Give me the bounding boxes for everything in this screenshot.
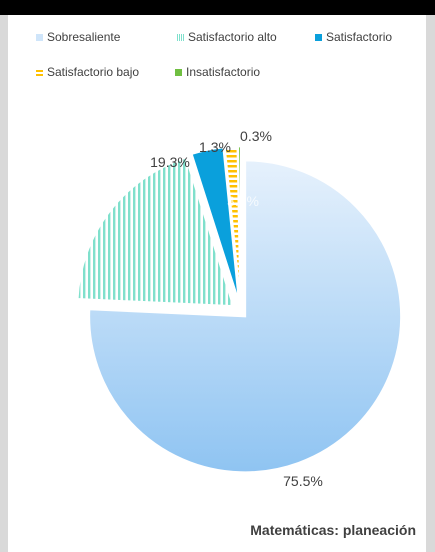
legend-item-sobresaliente: Sobresaliente	[36, 30, 120, 44]
pie-slice-satisfactorio	[190, 146, 241, 303]
data-label-sobresaliente: 75.5%	[283, 473, 323, 489]
data-label-extra: 3.7%	[227, 193, 259, 209]
legend-item-satisfactorio-bajo: Satisfactorio bajo	[36, 65, 139, 79]
legend-label-satisfactorio: Satisfactorio	[326, 30, 393, 44]
chart-title: Matemáticas: planeación	[250, 522, 416, 538]
legend-item-satisfactorio-alto: Satisfactorio alto	[177, 30, 277, 44]
top-border-bar	[0, 0, 435, 15]
legend-item-insatisfactorio: Insatisfactorio	[175, 65, 260, 79]
pie-slice-sobresaliente	[88, 159, 403, 474]
pie-slice-insatisfactorio	[236, 145, 242, 303]
legend-label-sobresaliente: Sobresaliente	[47, 30, 121, 44]
legend-swatch-sobresaliente	[36, 33, 43, 41]
pie-chart: 75.5% 19.3% 1.3% 0.3% 3.7%	[76, 128, 403, 489]
legend-label-satisfactorio-alto: Satisfactorio alto	[188, 30, 277, 44]
legend-label-satisfactorio-bajo: Satisfactorio bajo	[47, 65, 140, 79]
pie-slice-satisfactorio-alto	[76, 156, 235, 308]
legend-label-insatisfactorio: Insatisfactorio	[186, 65, 261, 79]
data-label-satisfactorio-bajo: 1.3%	[199, 139, 231, 155]
data-label-satisfactorio-alto: 19.3%	[150, 154, 190, 170]
data-label-insatisfactorio: 0.3%	[240, 128, 272, 144]
legend-swatch-satisfactorio-bajo	[36, 68, 43, 76]
legend-swatch-satisfactorio	[315, 33, 322, 41]
chart-legend: Sobresaliente Satisfactorio alto Satisfa…	[8, 15, 426, 95]
legend-item-satisfactorio: Satisfactorio	[315, 30, 392, 44]
legend-swatch-insatisfactorio	[175, 68, 182, 76]
legend-swatch-satisfactorio-alto	[177, 33, 184, 41]
chart-panel: 75.5% 19.3% 1.3% 0.3% 3.7% Sobresaliente Sat…	[8, 15, 426, 552]
